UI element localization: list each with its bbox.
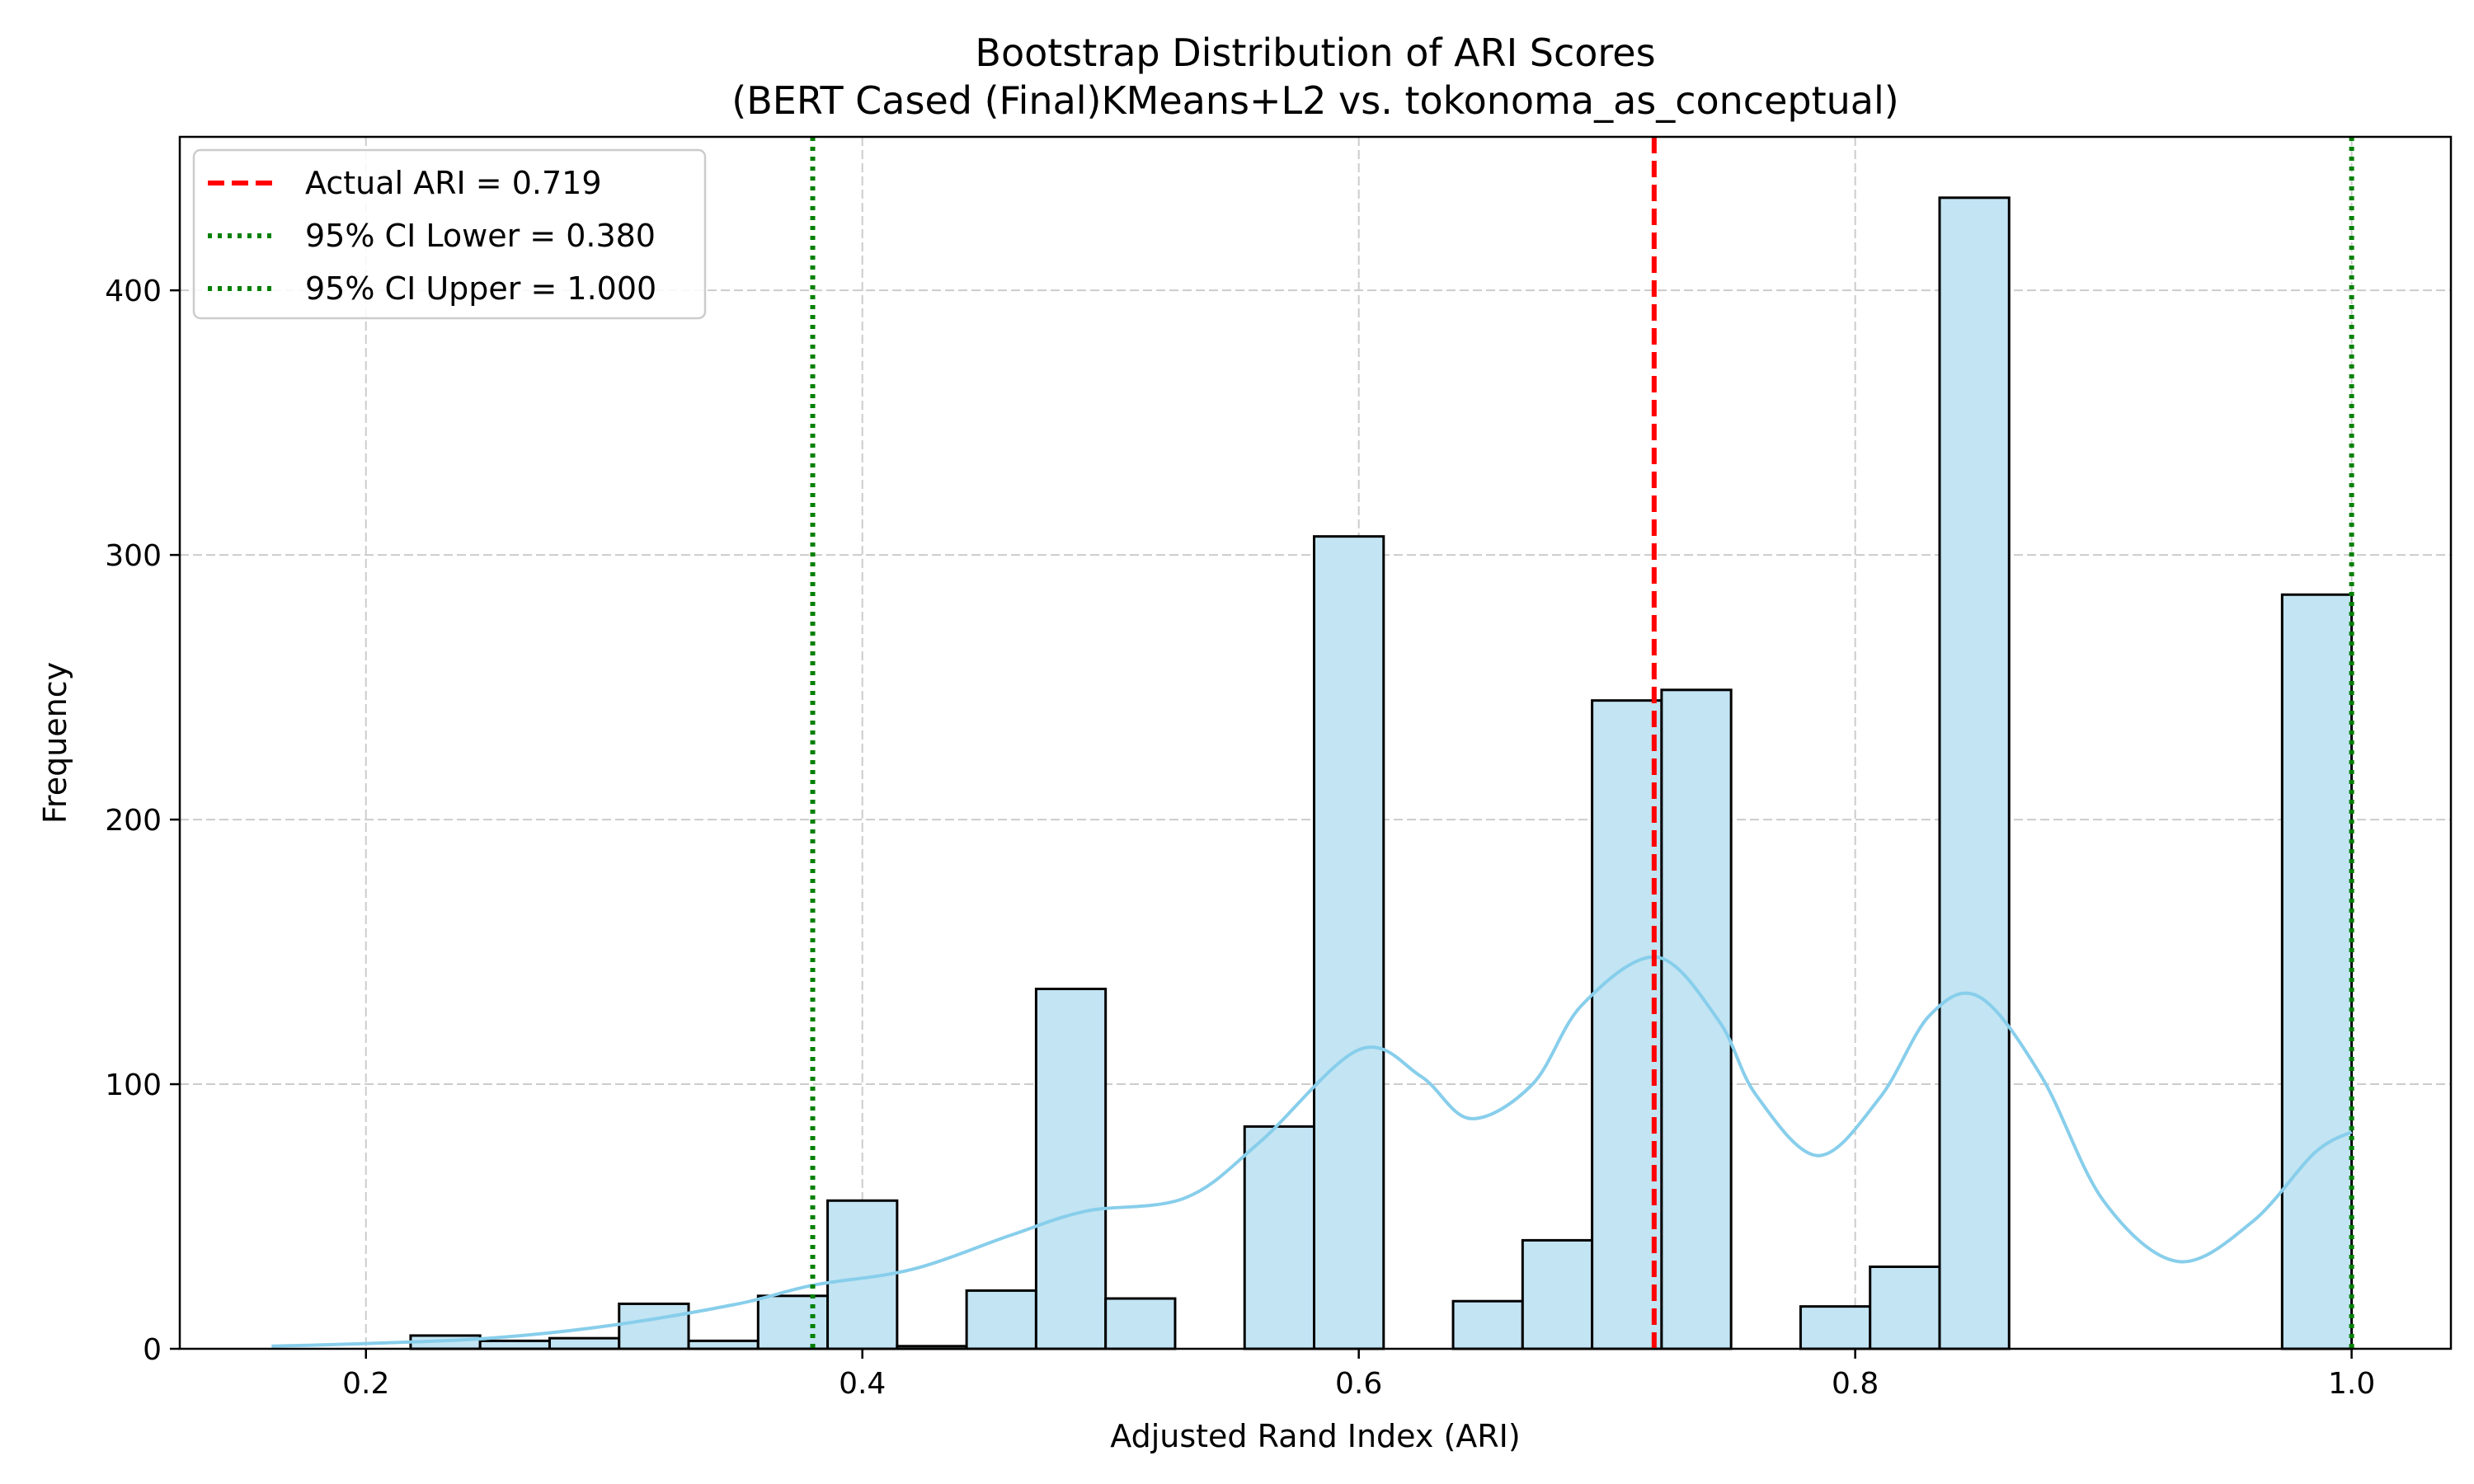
histogram-bar xyxy=(1104,1297,1177,1350)
x-tick-label: 0.4 xyxy=(839,1367,886,1401)
histogram-bar xyxy=(1591,699,1663,1350)
x-tick-label: 1.0 xyxy=(2328,1367,2375,1401)
legend-label: Actual ARI = 0.719 xyxy=(305,165,602,201)
x-axis-label: Adjusted Rand Index (ARI) xyxy=(1110,1418,1520,1454)
histogram-bar xyxy=(1869,1266,1941,1350)
histogram-bar xyxy=(756,1294,830,1350)
y-axis-ticks: 0 100 200 300 400 xyxy=(105,275,180,1367)
y-tick-label: 100 xyxy=(105,1068,162,1102)
legend-label: 95% CI Upper = 1.000 xyxy=(305,270,656,307)
histogram-bar xyxy=(1660,688,1733,1350)
y-tick-label: 0 xyxy=(143,1333,162,1367)
y-tick-label: 200 xyxy=(105,804,162,838)
histogram-bar xyxy=(1799,1305,1872,1350)
histogram-bar xyxy=(1521,1238,1594,1350)
histogram-bar xyxy=(1312,535,1385,1350)
histogram-bar xyxy=(1243,1125,1315,1350)
histogram-bar xyxy=(1034,987,1108,1350)
legend: Actual ARI = 0.719 95% CI Lower = 0.380 95… xyxy=(192,148,707,320)
histogram-bar xyxy=(478,1339,551,1350)
plot-frame xyxy=(178,135,2453,1350)
y-tick-label: 300 xyxy=(105,539,162,573)
histogram-bar xyxy=(965,1289,1037,1350)
x-tick-label: 0.6 xyxy=(1335,1367,1382,1401)
x-tick-label: 0.8 xyxy=(1832,1367,1879,1401)
kde-curve xyxy=(271,955,2353,1348)
histogram-bars xyxy=(409,196,2354,1350)
histogram-bar xyxy=(1451,1299,1524,1350)
histogram-bar xyxy=(2280,593,2354,1350)
reference-lines xyxy=(810,137,2354,1349)
histogram-bar xyxy=(618,1302,690,1350)
histogram-bar xyxy=(1938,196,2011,1350)
histogram-bar xyxy=(548,1336,621,1350)
chart-subtitle: (BERT Cased (Final)KMeans+L2 vs. tokonom… xyxy=(731,78,1898,123)
chart-title: Bootstrap Distribution of ARI Scores xyxy=(975,31,1655,75)
y-tick-label: 400 xyxy=(105,275,162,308)
histogram-bar xyxy=(687,1339,760,1350)
y-axis-label: Frequency xyxy=(37,662,73,824)
x-axis-ticks: 0.2 0.4 0.6 0.8 1.0 xyxy=(342,1349,2375,1401)
kde-curve-layer xyxy=(271,955,2353,1348)
legend-label: 95% CI Lower = 0.380 xyxy=(305,218,656,254)
legend-box xyxy=(192,148,707,320)
x-tick-label: 0.2 xyxy=(342,1367,389,1401)
